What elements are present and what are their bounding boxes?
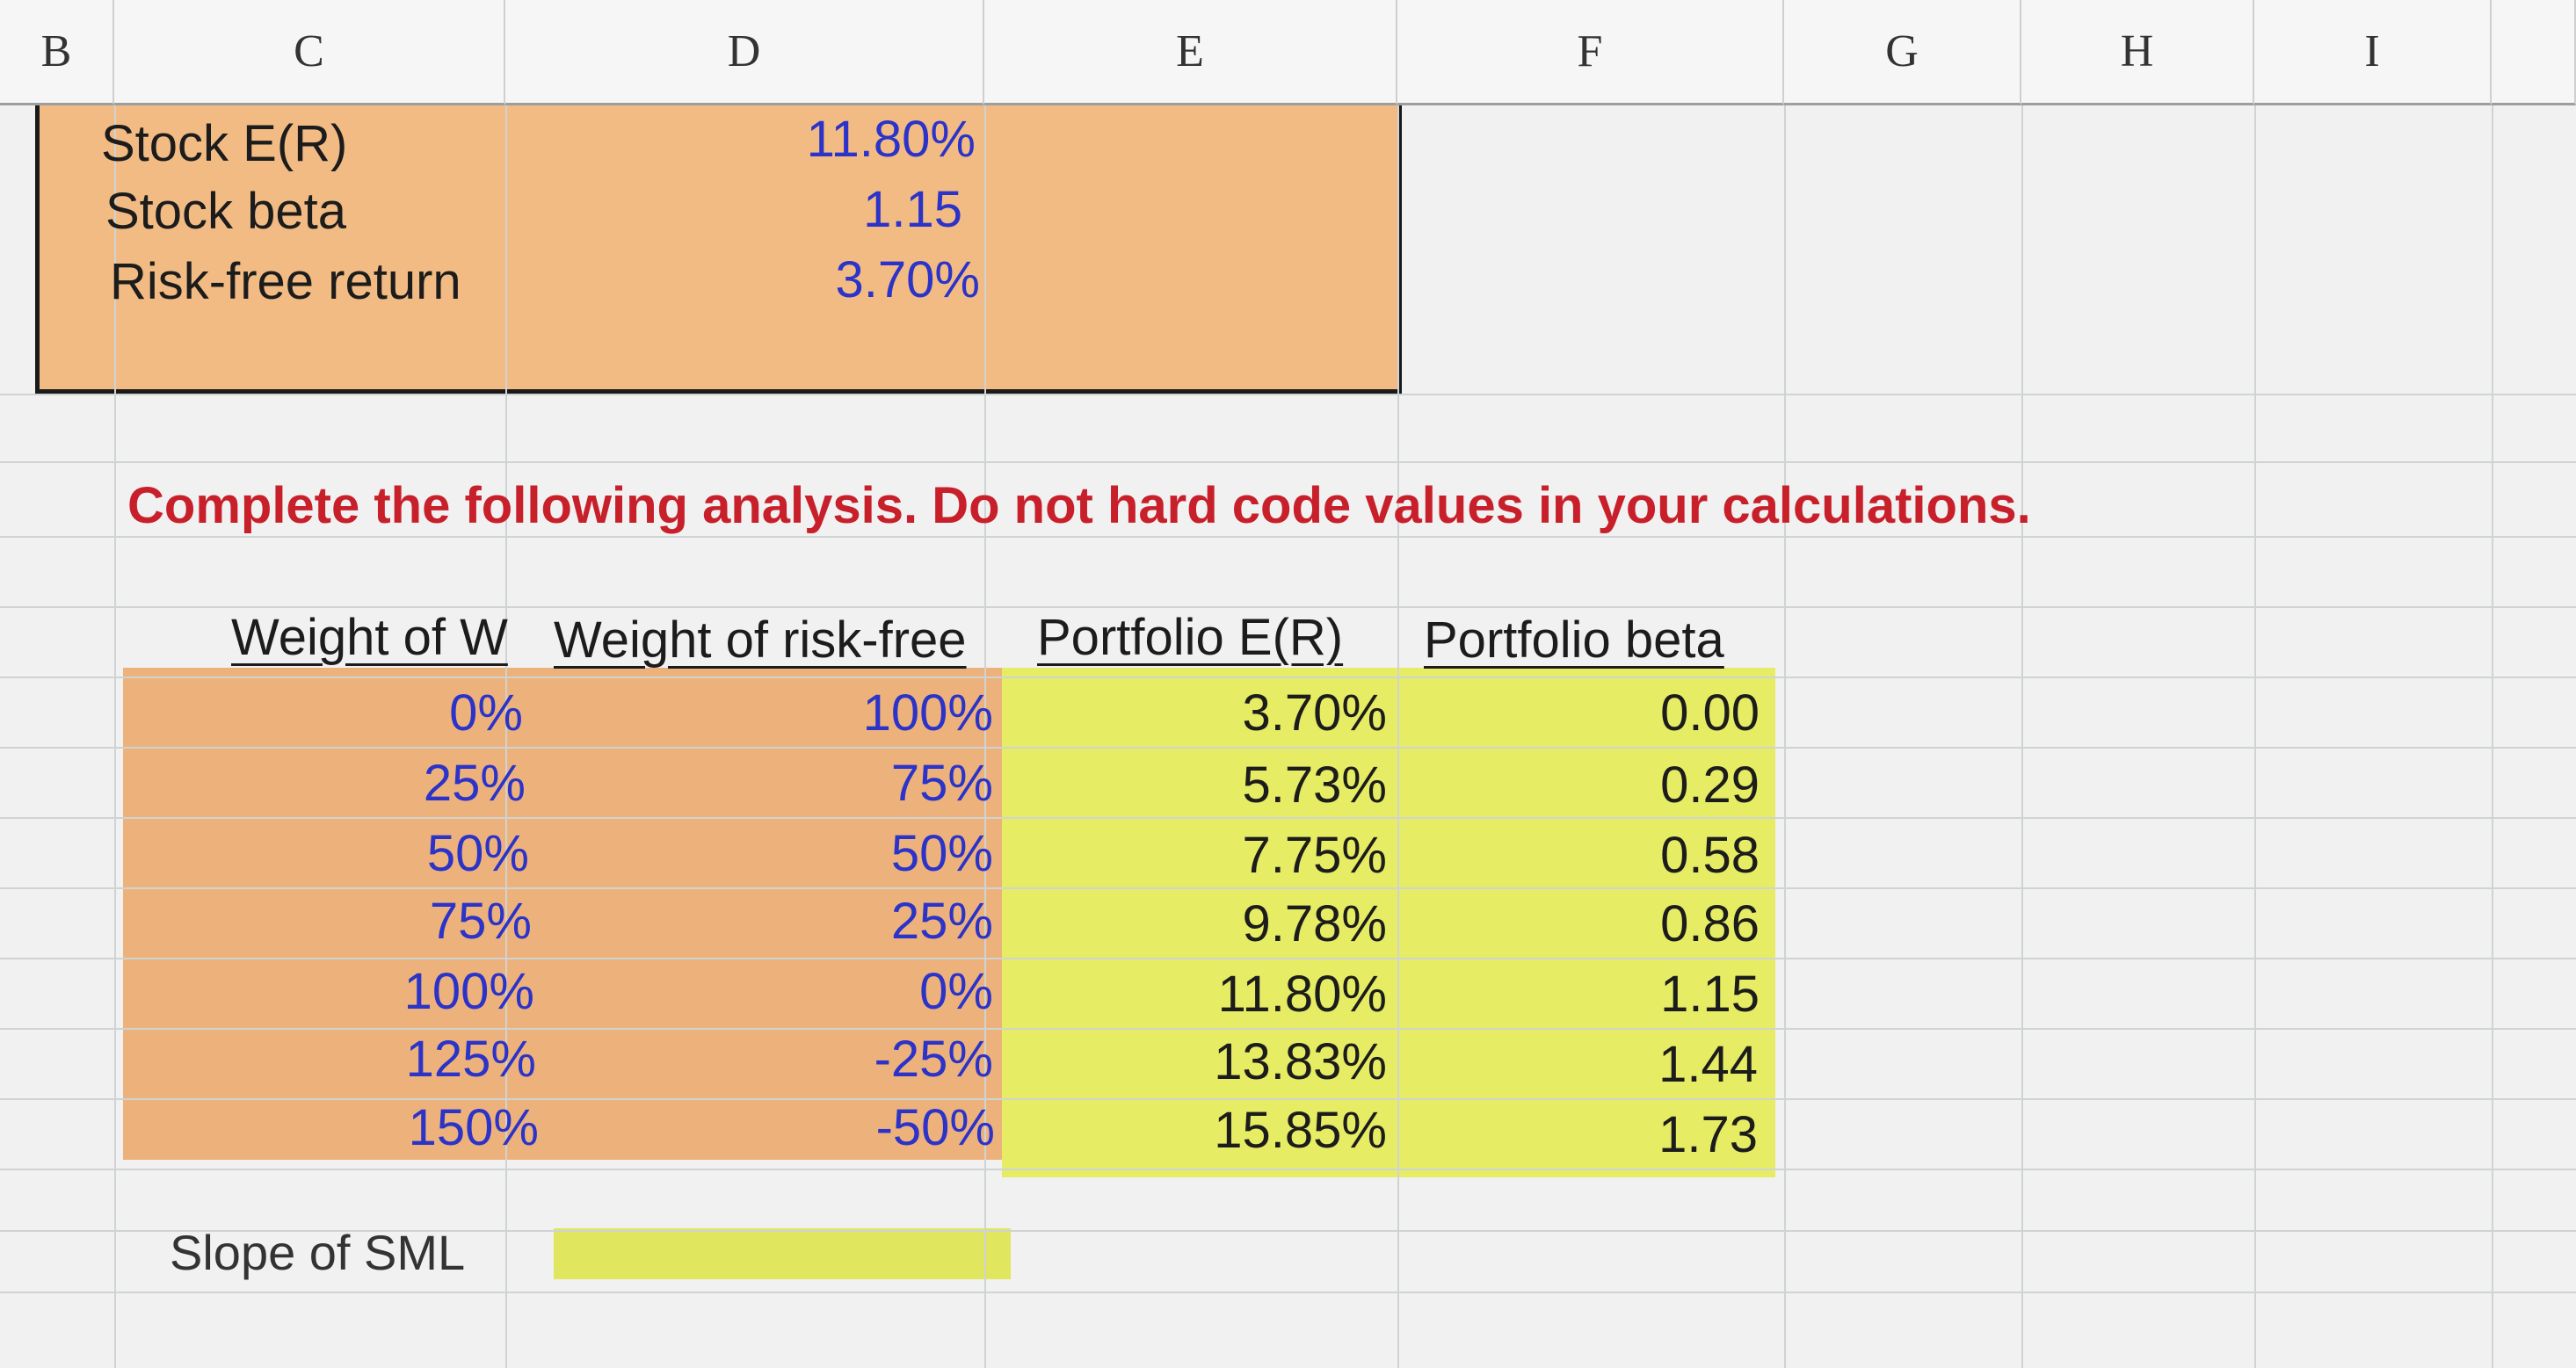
gridline bbox=[0, 606, 2576, 608]
cell-portfolio-beta[interactable]: 1.73 bbox=[1658, 1106, 1758, 1163]
cell-weight-w[interactable]: 25% bbox=[423, 755, 526, 812]
cell-weight-rf[interactable]: -25% bbox=[874, 1031, 993, 1088]
column-header-b[interactable]: B bbox=[0, 0, 114, 105]
column-header-i[interactable]: I bbox=[2254, 0, 2492, 105]
gridline bbox=[0, 1098, 2576, 1100]
column-header-c[interactable]: C bbox=[114, 0, 505, 105]
header-weight-of-risk-free[interactable]: Weight of risk-free bbox=[554, 612, 967, 669]
input-value-stock-beta[interactable]: 1.15 bbox=[863, 181, 962, 238]
column-header-blank bbox=[2492, 0, 2576, 105]
cell-portfolio-beta[interactable]: 0.86 bbox=[1660, 895, 1760, 952]
gridline bbox=[2021, 105, 2023, 1368]
gridline bbox=[0, 394, 2576, 395]
gridline bbox=[0, 536, 2576, 538]
cell-weight-w[interactable]: 125% bbox=[405, 1031, 536, 1088]
gridline bbox=[0, 747, 2576, 749]
column-header-e[interactable]: E bbox=[984, 0, 1397, 105]
cell-weight-w[interactable]: 50% bbox=[426, 825, 529, 882]
column-header-g[interactable]: G bbox=[1784, 0, 2021, 105]
input-value-risk-free[interactable]: 3.70% bbox=[835, 251, 980, 308]
cell-weight-rf[interactable]: 75% bbox=[890, 755, 993, 812]
cell-weight-rf[interactable]: 50% bbox=[890, 825, 993, 882]
gridline bbox=[2492, 105, 2493, 1368]
cell-weight-w[interactable]: 0% bbox=[449, 684, 523, 742]
header-portfolio-er[interactable]: Portfolio E(R) bbox=[1037, 609, 1344, 666]
gridline bbox=[2254, 105, 2256, 1368]
cell-portfolio-er[interactable]: 5.73% bbox=[1242, 756, 1387, 814]
gridline bbox=[1397, 105, 1399, 1368]
column-header-d[interactable]: D bbox=[505, 0, 984, 105]
column-header-h[interactable]: H bbox=[2021, 0, 2254, 105]
gridline bbox=[0, 1230, 2576, 1232]
instruction-text[interactable]: Complete the following analysis. Do not … bbox=[127, 477, 2031, 534]
cell-weight-w[interactable]: 75% bbox=[429, 893, 532, 950]
cell-portfolio-er[interactable]: 13.83% bbox=[1214, 1033, 1387, 1090]
gridline bbox=[0, 1169, 2576, 1170]
gridline bbox=[0, 958, 2576, 959]
cell-weight-w[interactable]: 150% bbox=[408, 1099, 539, 1156]
cell-portfolio-beta[interactable]: 0.58 bbox=[1660, 827, 1760, 884]
cell-portfolio-beta[interactable]: 0.29 bbox=[1660, 756, 1760, 814]
gridline bbox=[0, 1028, 2576, 1030]
header-weight-of-w[interactable]: Weight of W bbox=[231, 609, 508, 666]
cell-portfolio-er[interactable]: 3.70% bbox=[1242, 684, 1387, 742]
portfolio-results-block[interactable] bbox=[1002, 668, 1775, 1177]
cell-portfolio-er[interactable]: 7.75% bbox=[1242, 827, 1387, 884]
cell-weight-rf[interactable]: 100% bbox=[862, 684, 993, 742]
column-header-f[interactable]: F bbox=[1397, 0, 1784, 105]
cell-weight-w[interactable]: 100% bbox=[403, 963, 534, 1020]
input-value-stock-er[interactable]: 11.80% bbox=[806, 111, 976, 168]
input-label-stock-beta[interactable]: Stock beta bbox=[105, 183, 347, 240]
input-label-stock-er[interactable]: Stock E(R) bbox=[101, 115, 348, 172]
gridline bbox=[0, 887, 2576, 889]
header-portfolio-beta[interactable]: Portfolio beta bbox=[1424, 612, 1724, 669]
cell-portfolio-er[interactable]: 9.78% bbox=[1242, 895, 1387, 952]
cell-portfolio-er[interactable]: 11.80% bbox=[1217, 966, 1387, 1023]
gridline bbox=[0, 1292, 2576, 1293]
gridline bbox=[0, 677, 2576, 678]
cell-portfolio-beta[interactable]: 0.00 bbox=[1660, 684, 1760, 742]
cell-portfolio-beta[interactable]: 1.15 bbox=[1660, 966, 1760, 1023]
gridline bbox=[984, 105, 986, 1368]
weights-block[interactable] bbox=[123, 668, 1002, 1160]
cell-portfolio-er[interactable]: 15.85% bbox=[1214, 1102, 1387, 1159]
input-block[interactable] bbox=[35, 105, 1402, 394]
gridline bbox=[114, 105, 116, 1368]
cell-portfolio-beta[interactable]: 1.44 bbox=[1658, 1036, 1758, 1093]
slope-of-sml-cell[interactable] bbox=[554, 1228, 1011, 1279]
slope-of-sml-label[interactable]: Slope of SML bbox=[170, 1225, 466, 1280]
gridline bbox=[1784, 105, 1786, 1368]
cell-weight-rf[interactable]: 0% bbox=[919, 963, 993, 1020]
input-label-risk-free[interactable]: Risk-free return bbox=[110, 253, 461, 310]
cell-weight-rf[interactable]: 25% bbox=[890, 893, 993, 950]
gridline bbox=[0, 461, 2576, 463]
cell-weight-rf[interactable]: -50% bbox=[875, 1099, 995, 1156]
gridline bbox=[0, 817, 2576, 819]
gridline bbox=[505, 105, 507, 1368]
